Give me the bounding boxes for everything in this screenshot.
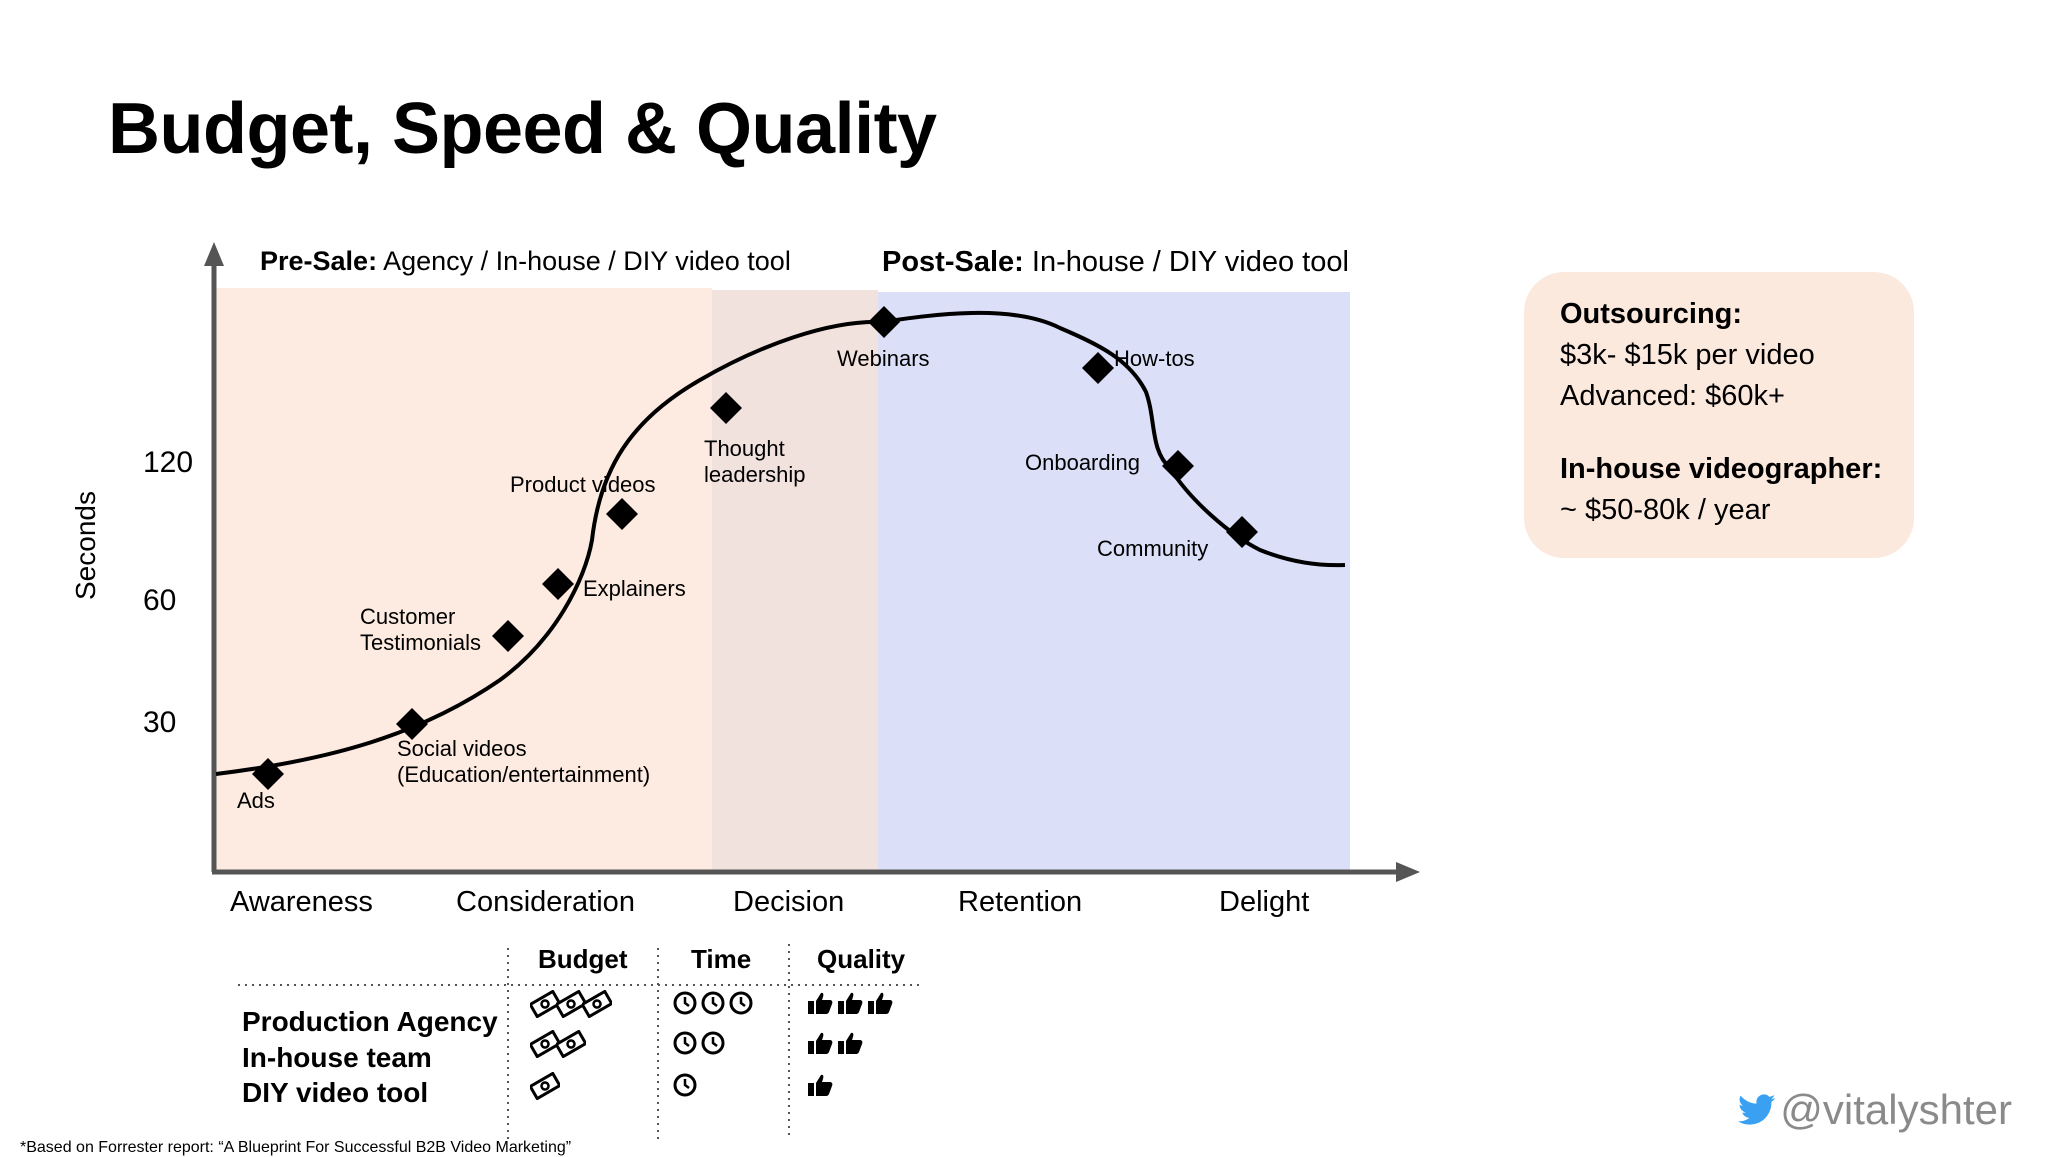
pre-sale-rest: Agency / In-house / DIY video tool xyxy=(377,246,791,276)
y-tick-120: 120 xyxy=(143,446,194,479)
money-icon xyxy=(528,989,562,1023)
post-sale-region xyxy=(878,292,1350,870)
clock-icon xyxy=(728,990,754,1021)
y-tick-30: 30 xyxy=(143,706,177,739)
clock-icon xyxy=(700,990,726,1021)
stage-consideration: Consideration xyxy=(456,886,635,918)
marker-diamond xyxy=(396,708,428,740)
content-markers xyxy=(252,306,1258,790)
x-axis-arrow xyxy=(1396,862,1420,882)
pre-sale-label: Pre-Sale: Agency / In-house / DIY video … xyxy=(260,246,791,277)
money-icon xyxy=(580,989,614,1023)
outsourcing-heading: Outsourcing: xyxy=(1560,298,1743,330)
cost-info-box: Outsourcing: $3k- $15k per video Advance… xyxy=(1524,272,1914,558)
page-title: Budget, Speed & Quality xyxy=(108,89,937,169)
thumbs-up-icon xyxy=(806,1030,834,1061)
point-label-explainers: Explainers xyxy=(583,576,686,601)
row-label-agency: Production Agency xyxy=(242,1006,498,1037)
thumbs-up-icon xyxy=(836,990,864,1021)
decision-region xyxy=(712,290,878,870)
table-cell-budget xyxy=(528,1029,588,1063)
row-label-inhouse: In-house team xyxy=(242,1042,432,1073)
table-cell-budget xyxy=(528,1071,562,1105)
stage-delight: Delight xyxy=(1219,886,1310,918)
pre-sale-bold: Pre-Sale: xyxy=(260,246,378,276)
marker-diamond xyxy=(710,392,742,424)
post-sale-label: Post-Sale: In-house / DIY video tool xyxy=(882,246,1349,279)
table-cell-quality xyxy=(806,1072,834,1103)
y-axis-arrow xyxy=(204,242,224,266)
outsourcing-advanced: Advanced: $60k+ xyxy=(1560,380,1785,412)
point-label-social-videos: Social videos (Education/entertainment) xyxy=(397,736,651,787)
stage-awareness: Awareness xyxy=(230,886,373,918)
table-cell-time xyxy=(672,1030,726,1061)
marker-diamond xyxy=(1226,516,1258,548)
column-budget: Budget xyxy=(538,944,628,974)
point-label-how-tos: How-tos xyxy=(1114,346,1195,371)
row-label-diy: DIY video tool xyxy=(242,1077,429,1108)
table-cell-budget xyxy=(528,989,614,1023)
y-axis-label: Seconds xyxy=(70,491,101,600)
money-icon xyxy=(528,1071,562,1105)
clock-icon xyxy=(700,1030,726,1061)
point-label-product-videos: Product videos xyxy=(510,472,656,497)
footnote: *Based on Forrester report: “A Blueprint… xyxy=(20,1139,572,1156)
post-sale-rest: In-house / DIY video tool xyxy=(1023,246,1349,278)
marker-diamond xyxy=(492,620,524,652)
point-label-onboarding: Onboarding xyxy=(1025,450,1140,475)
money-icon xyxy=(554,989,588,1023)
stage-decision: Decision xyxy=(733,886,845,918)
point-label-ads: Ads xyxy=(237,788,275,813)
marker-diamond xyxy=(252,758,284,790)
marker-diamond xyxy=(1082,352,1114,384)
marker-diamond xyxy=(868,306,900,338)
marker-diamond xyxy=(1162,450,1194,482)
point-label-webinars: Webinars xyxy=(837,346,930,371)
table-cell-time xyxy=(672,1072,698,1103)
table-cell-quality xyxy=(806,1030,864,1061)
thumbs-up-icon xyxy=(806,990,834,1021)
thumbs-up-icon xyxy=(866,990,894,1021)
inhouse-salary: ~ $50-80k / year xyxy=(1560,494,1771,526)
pre-sale-region xyxy=(214,288,712,870)
thumbs-up-icon xyxy=(806,1072,834,1103)
thumbs-up-icon xyxy=(836,1030,864,1061)
column-quality: Quality xyxy=(817,944,906,974)
handle-text: @vitalyshter xyxy=(1780,1086,2012,1133)
marker-diamond xyxy=(606,498,638,530)
point-label-community: Community xyxy=(1097,536,1209,561)
outsourcing-price: $3k- $15k per video xyxy=(1560,339,1815,371)
money-icon xyxy=(528,1029,562,1063)
inhouse-heading: In-house videographer: xyxy=(1560,453,1883,485)
stage-retention: Retention xyxy=(958,886,1083,918)
twitter-bird-icon xyxy=(1738,1094,1776,1125)
twitter-handle[interactable]: @vitalyshter xyxy=(1738,1086,2012,1134)
table-cell-time xyxy=(672,990,754,1021)
post-sale-bold: Post-Sale: xyxy=(882,246,1024,278)
clock-icon xyxy=(672,1030,698,1061)
marker-diamond xyxy=(542,568,574,600)
table-cell-quality xyxy=(806,990,894,1021)
clock-icon xyxy=(672,990,698,1021)
column-time: Time xyxy=(691,944,752,974)
money-icon xyxy=(554,1029,588,1063)
clock-icon xyxy=(672,1072,698,1103)
point-label-testimonials: Customer Testimonials xyxy=(360,604,482,655)
y-tick-60: 60 xyxy=(143,584,177,617)
point-label-thought-leadership: Thought leadership xyxy=(704,436,806,487)
